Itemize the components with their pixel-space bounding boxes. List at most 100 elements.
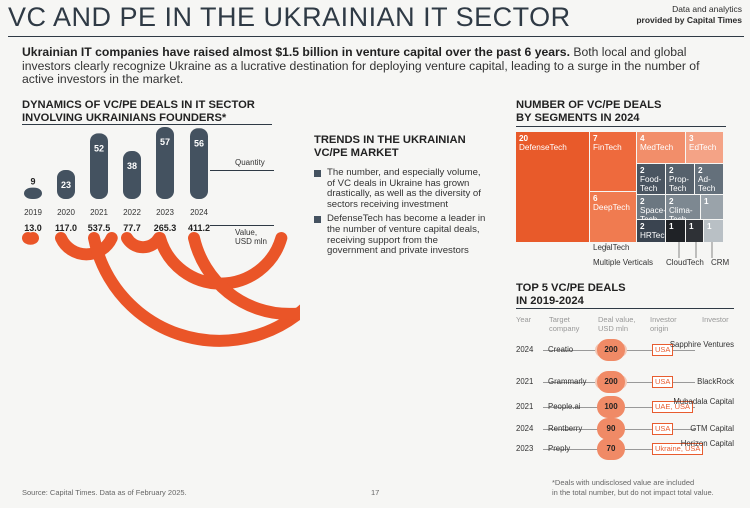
dynamics-heading-line-2: INVOLVING UKRAINIANS FOUNDERS* [22,111,227,124]
quantity-label-2024: 56 [194,138,204,148]
treemap-cell-fintech: 7 FinTech [590,132,636,191]
deal-value-badge: 200 [597,371,625,393]
quantity-bar-2022 [123,151,141,199]
table-cell-year: 2023 [516,444,534,453]
table-cell-investor: GTM Capital [690,424,734,433]
intro-rest: Both local and global investors clearly … [22,45,700,86]
trend-item: The number, and especially volume, of VC… [314,167,489,210]
quantity-rule [210,170,274,171]
treemap-cell-hrtech: 2HRTech [637,220,665,242]
value-rule [210,225,274,226]
page-number: 17 [371,488,380,497]
footnote-line-2: in the total number, but do not impact t… [552,487,714,497]
value-label-2021: 537.5 [88,223,111,233]
top5-col-value: Deal value, USD mln [598,315,636,333]
treemap-cell-defensetech: 20 DefenseTech [516,132,589,242]
dynamics-heading-line-1: DYNAMICS OF VC/PE DEALS IN IT SECTOR [22,99,255,111]
source-note: Source: Capital Times. Data as of Februa… [22,488,187,497]
quantity-bar-2023 [156,127,174,199]
value-label-2019: 13.0 [24,223,42,233]
intro-paragraph: Ukrainian IT companies have raised almos… [22,45,732,87]
trends-heading-line-1: TRENDS IN THE UKRAINIAN [314,134,466,146]
deal-value-badge: 90 [597,418,625,440]
table-cell-company: Rentberry [548,424,583,433]
dynamics-rule [22,124,272,125]
value-label: Value, USD mln [235,228,268,246]
top5-heading-line-1: TOP 5 VC/PE DEALS [516,282,626,294]
dynamics-heading: DYNAMICS OF VC/PE DEALS IN IT SECTOR INV… [22,99,302,124]
treemap-cell-deeptech: 6 DeepTech [590,192,636,242]
treemap-cell-legaltech-box: 1 [704,220,723,242]
year-label-2019: 2019 [24,208,42,217]
investor-origin-badge: USA [652,344,674,356]
quantity-label-2021: 52 [94,143,104,153]
value-label-line-1: Value, [235,228,258,237]
treemap-cell-multiple-verticals: 1 [666,220,685,242]
trend-item: DefenseTech has become a leader in the n… [314,214,489,256]
top5-heading: TOP 5 VC/PE DEALS IN 2019-2024 [516,282,716,307]
label-legaltech: LegalTech [593,243,630,252]
brand-line-2: provided by Capital Times [636,15,742,25]
label-multiple-verticals: Multiple Verticals [593,258,654,267]
value-label-2020: 117.0 [55,223,77,233]
segments-heading-line-2: BY SEGMENTS IN 2024 [516,111,640,124]
value-label-2022: 77.7 [123,223,141,233]
value-arc-2019 [22,232,39,245]
year-label-2024: 2024 [190,208,208,217]
year-label-2020: 2020 [57,208,75,217]
quantity-bar-2021 [90,133,108,199]
year-label-2023: 2023 [156,208,174,217]
table-cell-year: 2021 [516,377,534,386]
trends-heading-line-2: VC/PE MARKET [314,146,399,159]
trends-heading: TRENDS IN THE UKRAINIAN VC/PE MARKET [314,134,504,159]
investor-origin-badge: UAE, USA [652,401,694,413]
year-label-2021: 2021 [90,208,108,217]
value-label-2023: 265.3 [154,223,177,233]
segments-heading: NUMBER OF VC/PE DEALS BY SEGMENTS IN 202… [516,99,716,124]
quantity-bar-2024 [190,128,208,199]
treemap-cell-foodtech: 2 Food-Tech [637,164,665,194]
treemap-cell-medtech: 4 MedTech [637,132,685,163]
footnote-line-1: *Deals with undisclosed value are includ… [552,478,695,487]
value-arc-2024 [188,232,300,320]
quantity-label-2022: 38 [127,161,137,171]
investor-origin-badge: USA [652,376,674,388]
label-crm: CRM [711,258,730,267]
quantity-bar-2019 [24,187,42,199]
treemap-leaders [605,242,713,258]
intro-bold: Ukrainian IT companies have raised almos… [22,45,570,59]
value-label-2024: 411.2 [188,223,210,233]
dynamics-chart: 9 2019 13.0 23 2020 117.0 52 2021 537.5 38 2022 77.… [22,127,300,347]
top5-col-origin: Investor origin [650,315,677,333]
table-cell-investor: Sapphire Ventures [669,340,734,349]
treemap-cell-cloudtech: 1 [686,220,703,242]
segments-heading-line-1: NUMBER OF VC/PE DEALS [516,99,662,111]
top5-col-year: Year [516,315,532,324]
treemap-cell-crm: 1 [701,195,723,219]
table-cell-company: Creatio [548,345,574,354]
table-cell-year: 2024 [516,345,534,354]
quantity-label: Quantity [235,158,265,167]
investor-origin-badge: Ukraine, USA [652,443,704,455]
top5-col-target: Target company [549,315,580,333]
table-cell-investor: BlackRock [697,377,734,386]
top5-col-investor: Investor [702,315,729,324]
top5-heading-line-2: IN 2019-2024 [516,294,584,307]
footnote: *Deals with undisclosed value are includ… [552,478,714,497]
brand-line-1: Data and analytics [672,4,742,14]
top5-rule [516,308,734,309]
page-title: VC AND PE IN THE UKRAINIAN IT SECTOR [8,2,571,32]
quantity-label-2019: 9 [30,177,35,187]
deal-value-badge: 200 [597,339,625,361]
table-cell-year: 2021 [516,402,534,411]
treemap-cell-proptech: 2 Prop-Tech [666,164,694,194]
deal-value-badge: 100 [597,396,625,418]
value-label-line-2: USD mln [235,236,268,246]
trends-list: The number, and especially volume, of VC… [314,167,489,261]
table-cell-company: Grammarly [548,377,587,386]
deal-value-badge: 70 [597,438,625,460]
treemap-cell-adtech: 2 Ad-Tech [695,164,723,194]
title-divider [8,36,744,37]
